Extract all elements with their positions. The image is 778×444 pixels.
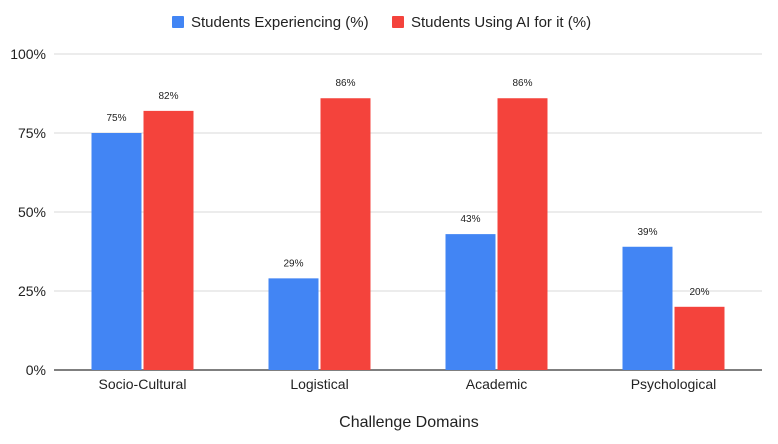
data-label: 75% xyxy=(106,113,126,124)
bars xyxy=(91,98,725,371)
legend-swatch xyxy=(392,16,404,28)
data-label: 39% xyxy=(637,227,657,238)
legend-item: Students Using AI for it (%) xyxy=(392,14,591,31)
x-category-label: Academic xyxy=(466,376,527,392)
data-label: 82% xyxy=(158,91,178,102)
legend-swatch xyxy=(172,16,184,28)
y-tick-label: 0% xyxy=(26,362,46,378)
x-axis-title: Challenge Domains xyxy=(339,414,479,431)
x-axis-categories: Socio-Cultural Logistical Academic Psycholo… xyxy=(99,376,717,392)
bar xyxy=(445,234,496,370)
x-category-label: Socio-Cultural xyxy=(99,376,187,392)
y-tick-label: 25% xyxy=(18,283,46,299)
y-axis-ticks: 0% 25% 50% 75% 100% xyxy=(10,46,46,378)
bar xyxy=(143,110,194,370)
bar xyxy=(320,98,371,371)
data-label: 86% xyxy=(512,78,532,89)
x-category-label: Psychological xyxy=(631,376,717,392)
bar xyxy=(622,246,673,370)
x-category-label: Logistical xyxy=(290,376,348,392)
data-label: 43% xyxy=(460,214,480,225)
bar xyxy=(674,306,725,370)
y-tick-label: 50% xyxy=(18,204,46,220)
y-tick-label: 75% xyxy=(18,125,46,141)
data-label: 86% xyxy=(335,78,355,89)
data-labels: 75% 82% 29% 86% 43% 86% 39% 20% xyxy=(106,78,709,298)
y-tick-label: 100% xyxy=(10,46,46,62)
legend-item: Students Experiencing (%) xyxy=(172,14,369,31)
legend-label: Students Using AI for it (%) xyxy=(411,14,591,31)
legend-label: Students Experiencing (%) xyxy=(191,14,369,31)
bar xyxy=(268,278,319,370)
legend: Students Experiencing (%) Students Using … xyxy=(172,14,591,31)
bar xyxy=(497,98,548,371)
data-label: 29% xyxy=(283,258,303,269)
data-label: 20% xyxy=(689,287,709,298)
bar xyxy=(91,133,142,370)
